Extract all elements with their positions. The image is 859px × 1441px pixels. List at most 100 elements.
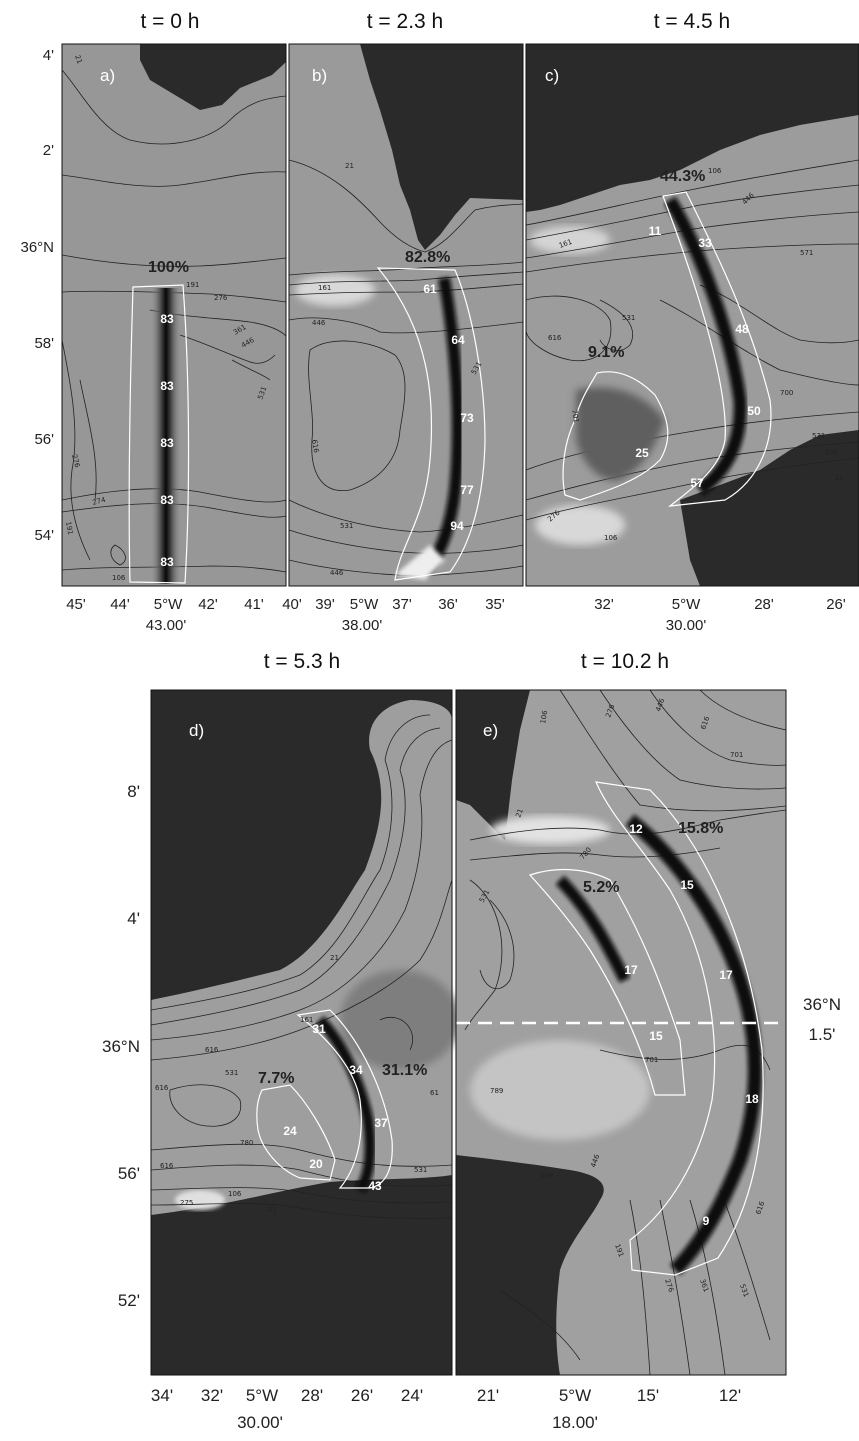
panel-b-contour-label: 531 [340, 522, 353, 530]
panel-b-wave-front [420, 276, 464, 576]
panel-e-turbulence [470, 1040, 650, 1140]
panel-a-frame [61, 43, 287, 587]
x-tick-label: 15' [637, 1386, 659, 1405]
x-tick-label: 39' [315, 596, 335, 613]
bottom-row-x-axis: 34' 32' 5°W 28' 26' 24' 30.00' 21' 5°W 1… [151, 1386, 741, 1432]
panel-d-wave-value: 43 [368, 1179, 382, 1193]
panel-a-wave-value: 83 [160, 493, 174, 507]
panel-d-sea [151, 700, 452, 1215]
panel-e-wave-value: 15 [649, 1029, 663, 1043]
panel-a-wave-front [150, 288, 182, 584]
y-tick-label: 54' [34, 527, 54, 544]
panel-d-label: d) [189, 721, 204, 740]
panel-c-contour-label: 571 [800, 249, 813, 257]
x-tick-label: 26' [826, 596, 846, 613]
panel-c-wave-region [662, 191, 772, 507]
panel-a: t = 0 h 21 191 276 361 446 531 191 106 2… [61, 10, 287, 587]
x-center-label: 30.00' [666, 617, 707, 634]
panel-b-contour-label: 446 [312, 319, 326, 327]
panel-d-wave-value: 37 [374, 1116, 388, 1130]
panel-d-contour-label: 106 [228, 1190, 242, 1198]
x-tick-label: 45' [66, 596, 86, 613]
y-tick-label: 56' [34, 431, 54, 448]
panel-d-contour-label: 21 [268, 1206, 277, 1214]
x-tick-label: 21' [477, 1386, 499, 1405]
panel-c-percent: 44.3% [660, 168, 705, 185]
panel-d-frame [150, 689, 453, 1376]
panel-d-wave-value: 20 [309, 1157, 323, 1171]
panel-a-label: a) [100, 66, 115, 85]
x-tick-label: 28' [754, 596, 774, 613]
panel-c-contour-label: 701 [570, 409, 580, 424]
panel-d-wave-region [296, 1009, 393, 1189]
panel-d-contour-label: 21 [330, 954, 339, 962]
panel-a-contour-label: 21 [73, 54, 84, 65]
panel-a-wave-value: 83 [160, 436, 174, 450]
panel-b-wave-value: 94 [450, 519, 464, 533]
panel-b-percent: 82.8% [405, 249, 450, 266]
panel-c-percent: 9.1% [588, 344, 624, 361]
panel-d-contour-label: 61 [430, 1089, 439, 1097]
panel-e-wave-value: 18 [745, 1092, 759, 1106]
panel-d-wave-front [316, 1016, 376, 1194]
panel-b: t = 2.3 h 21 161 446 531 616 531 446 b) … [288, 10, 524, 587]
panel-a-contour-label: 191 [64, 521, 74, 536]
panel-c-contour-label: 616 [548, 334, 562, 342]
panel-c-contour-label: 531 [812, 432, 825, 440]
panel-d-contour-label: 531 [414, 1166, 427, 1174]
panel-e-contour-label: 789 [490, 1087, 503, 1095]
panel-a-wave-value: 83 [160, 555, 174, 569]
x-tick-label: 44' [110, 596, 130, 613]
panel-c-contour-label: 106 [708, 167, 722, 175]
panel-e-percent: 5.2% [583, 879, 619, 896]
panel-b-highlight-2 [395, 545, 445, 580]
panel-a-time-title: t = 0 h [141, 10, 200, 33]
panel-c-wave-value: 33 [698, 236, 712, 250]
bottom-row-y-axis: 8' 4' 36°N 56' 52' 36°N 1.5' [102, 782, 841, 1310]
panel-a-contour-label: 276 [214, 294, 228, 302]
panel-b-land [360, 44, 523, 250]
panel-b-highlight [295, 274, 375, 306]
panel-b-wave-value: 73 [460, 411, 474, 425]
panel-c-frame [525, 43, 859, 587]
panel-b-contour-label: 616 [310, 439, 320, 454]
panel-e-percent: 15.8% [678, 820, 723, 837]
panel-e-contour-label: 701 [730, 751, 743, 759]
panel-e-trapped-wave [555, 875, 631, 983]
panel-b-time-title: t = 2.3 h [367, 10, 443, 33]
panel-d-contour-label: 616 [205, 1046, 219, 1054]
panel-d-percent: 31.1% [382, 1062, 427, 1079]
x-tick-label: 5°W [246, 1386, 278, 1405]
panel-c-contour-label: 531 [622, 314, 635, 322]
x-tick-label: 37' [392, 596, 412, 613]
panel-d-shade [340, 970, 460, 1070]
panel-e-wave-region [595, 781, 764, 1276]
panel-e-contour-label: 106 [540, 1172, 554, 1180]
panel-d-contour-label: 780 [240, 1139, 253, 1147]
panel-c-wave-front [664, 196, 747, 496]
panel-b-contour-label: 161 [318, 284, 331, 292]
panel-e-label: e) [483, 721, 498, 740]
x-tick-label: 40' [282, 596, 302, 613]
panel-b-contour-label: 21 [345, 162, 354, 170]
panel-a-contour-label: 276 [70, 453, 81, 469]
panel-e-contour-label: 21 [514, 808, 525, 819]
panel-d-wave-value: 31 [312, 1022, 326, 1036]
top-row-x-axis: 45' 44' 5°W 42' 41' 43.00' 40' 39' 5°W 3… [66, 596, 846, 634]
panel-a-wave-region [128, 284, 190, 584]
panel-a-contour-label: 191 [186, 281, 199, 289]
panel-d-contours [150, 714, 453, 1219]
y-tick-label: 52' [118, 1291, 140, 1310]
panel-a-land [140, 44, 286, 110]
x-center-label: 38.00' [342, 617, 383, 634]
panel-e-contour-label: 701 [645, 1056, 658, 1064]
panel-d-contour-label: 616 [155, 1084, 169, 1092]
panel-c-trapped-region [562, 371, 669, 501]
y-tick-label: 8' [127, 782, 140, 801]
x-tick-label: 5°W [350, 596, 379, 613]
panel-e-land-south [456, 1155, 604, 1375]
panel-a-contour-label: 274 [91, 496, 107, 507]
panel-a-contour-label: 106 [112, 574, 126, 582]
panel-b-wave-value: 64 [451, 333, 465, 347]
